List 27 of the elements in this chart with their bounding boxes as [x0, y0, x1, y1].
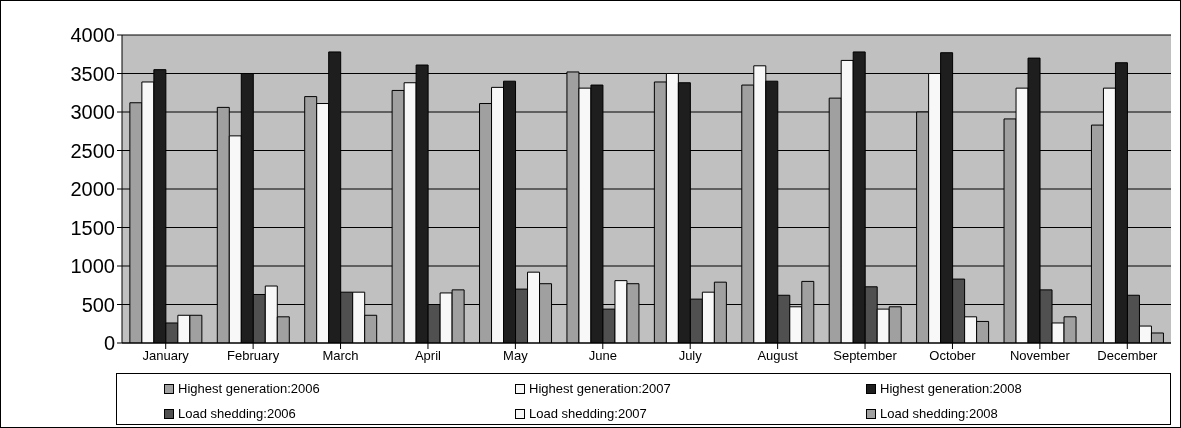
x-tick-label: September — [833, 348, 898, 364]
y-tick-label: 2500 — [70, 139, 115, 162]
x-tick-label: August — [757, 348, 799, 364]
x-tick-label: April — [414, 348, 442, 364]
y-tick-label: 3500 — [70, 62, 115, 85]
y-tick-label: 2000 — [70, 178, 115, 201]
x-tick-label: February — [227, 348, 280, 364]
legend-label: Load shedding:2006 — [178, 406, 296, 421]
y-tick-label: 0 — [103, 332, 115, 355]
x-tick-label: October — [929, 348, 977, 364]
x-tick-label: May — [503, 348, 529, 364]
legend-label: Load shedding:2007 — [529, 406, 647, 421]
y-tick-label: 4000 — [70, 24, 115, 47]
y-tick-label: 1500 — [70, 216, 115, 239]
y-tick-label: 1000 — [70, 255, 115, 278]
x-tick-label: December — [1097, 348, 1158, 364]
x-tick-label: November — [1009, 348, 1071, 364]
x-tick-label: June — [588, 348, 617, 364]
x-tick-label: March — [322, 348, 359, 364]
y-tick-label: 500 — [81, 293, 115, 316]
legend-label: Highest generation:2007 — [529, 381, 671, 396]
y-tick-label: 3000 — [70, 101, 115, 124]
legend-label: Highest generation:2008 — [880, 381, 1022, 396]
legend-label: Load shedding:2008 — [880, 406, 998, 421]
x-tick-label: July — [678, 348, 703, 364]
x-tick-label: January — [142, 348, 190, 364]
legend-label: Highest generation:2006 — [178, 381, 320, 396]
